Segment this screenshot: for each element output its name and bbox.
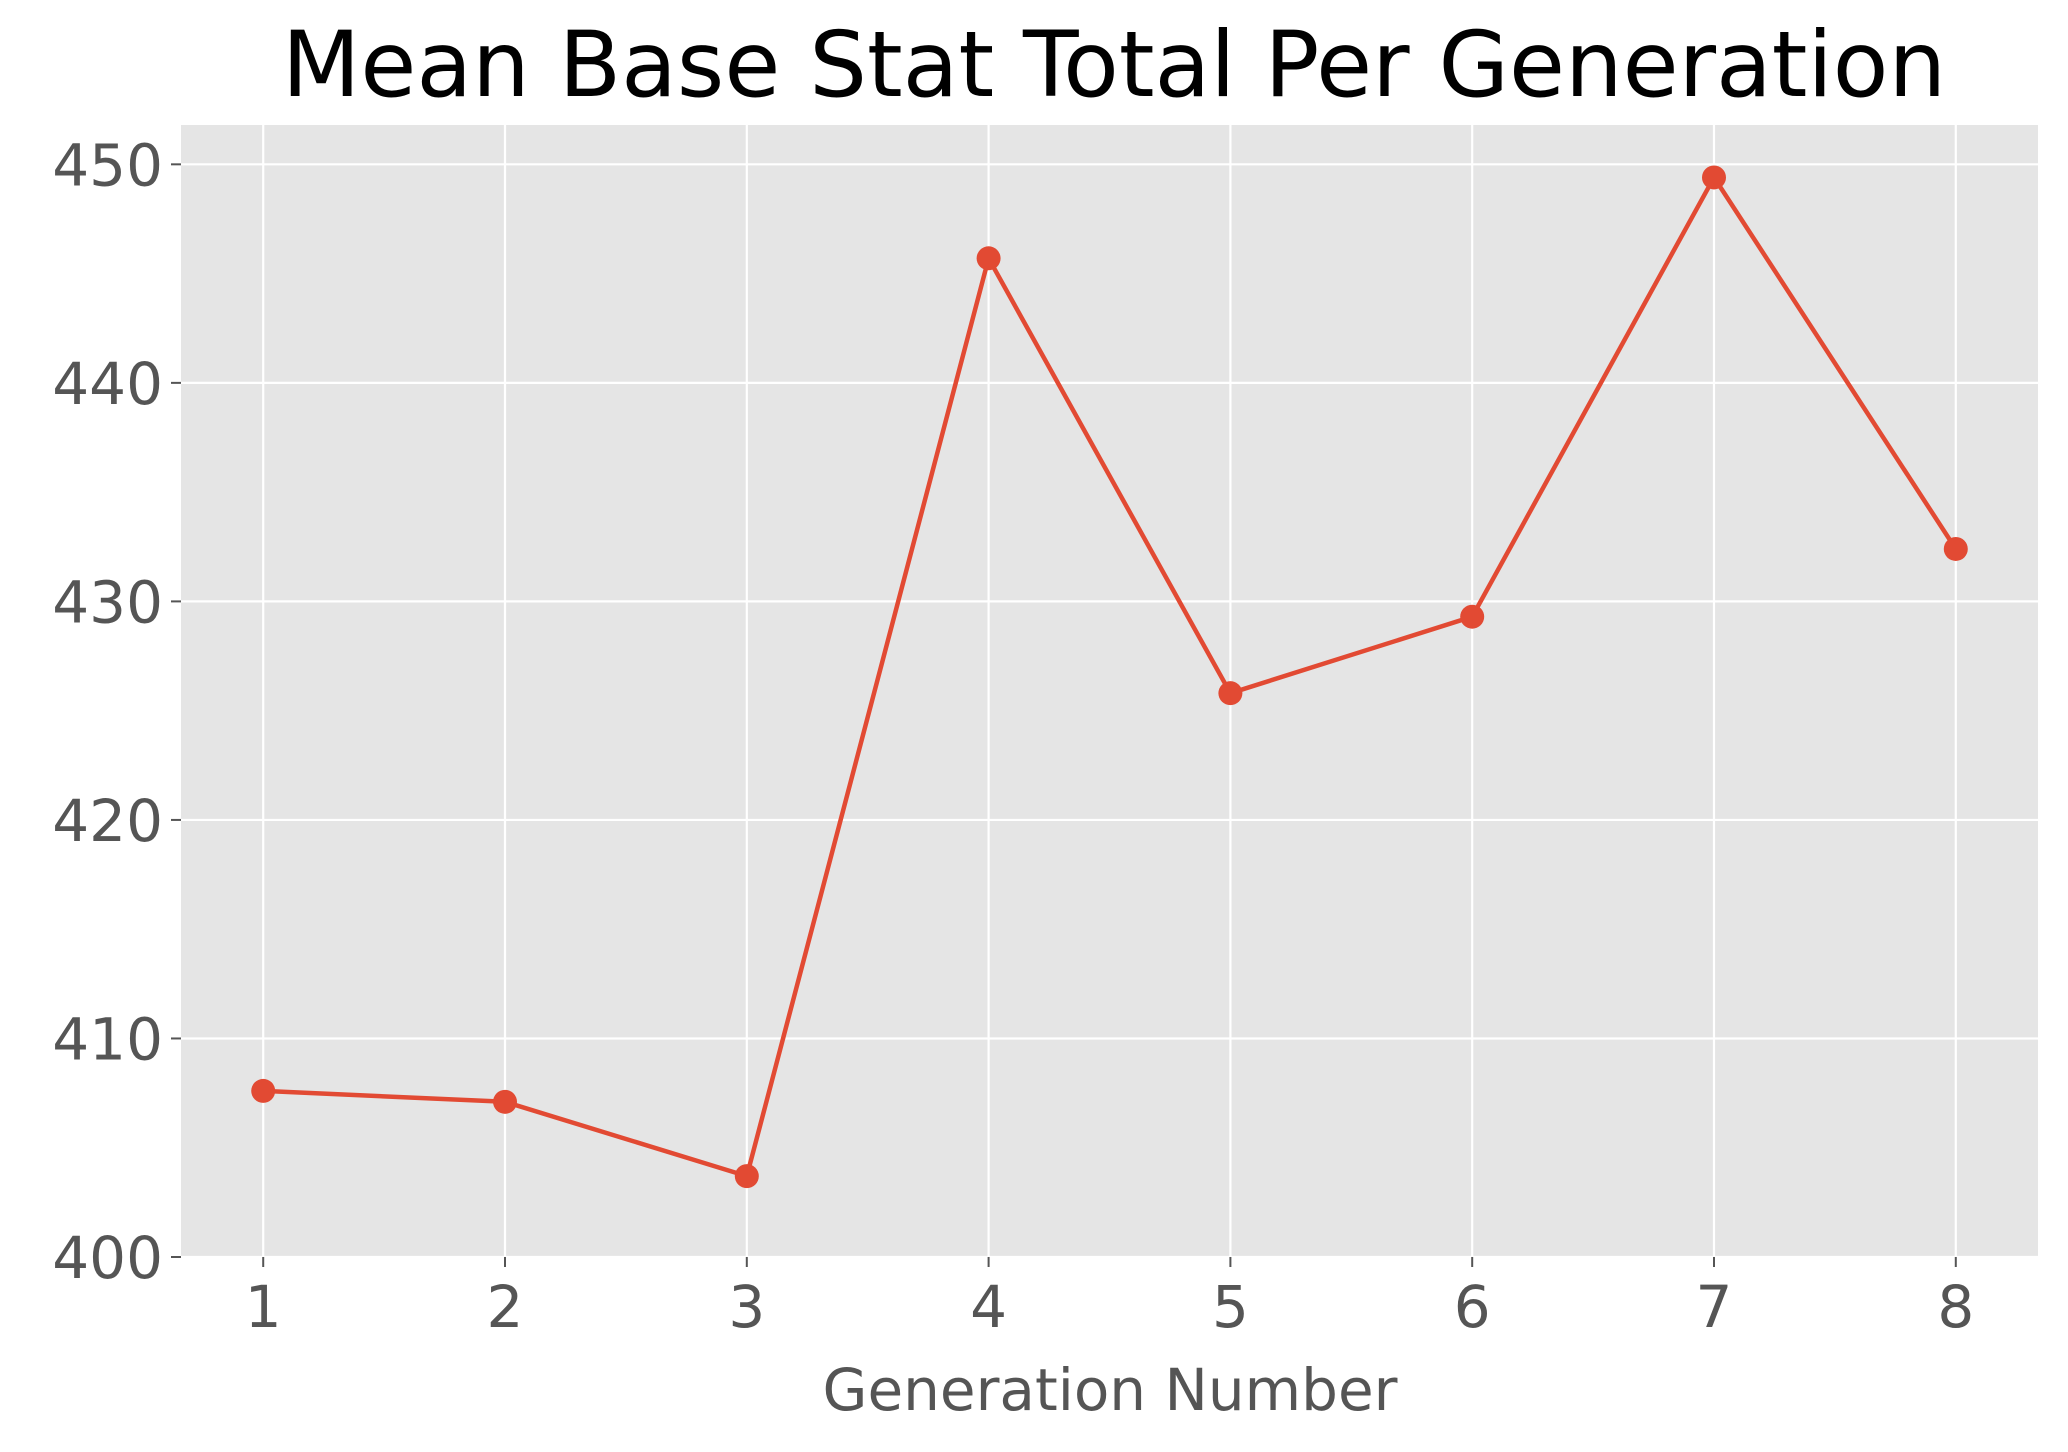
data-point xyxy=(493,1089,518,1114)
y-tick-label: 450 xyxy=(52,131,163,199)
data-point xyxy=(976,246,1001,271)
y-tick-label: 400 xyxy=(52,1224,163,1292)
y-tick-label: 410 xyxy=(52,1005,163,1073)
x-tick-label: 2 xyxy=(487,1273,524,1341)
data-point xyxy=(1943,536,1968,561)
data-point xyxy=(251,1078,276,1103)
series-line xyxy=(260,175,1959,1179)
data-series xyxy=(251,165,1968,1189)
x-tick-label: 8 xyxy=(1937,1273,1974,1341)
data-point xyxy=(1460,604,1485,629)
x-tick-label: 1 xyxy=(245,1273,282,1341)
y-tick-label: 440 xyxy=(52,350,163,418)
chart-title: Mean Base Stat Total Per Generation xyxy=(282,13,1946,118)
data-point xyxy=(734,1164,759,1189)
data-point xyxy=(1701,165,1726,190)
x-tick-label: 5 xyxy=(1212,1273,1249,1341)
x-tick-label: 4 xyxy=(970,1273,1007,1341)
x-tick-label: 3 xyxy=(728,1273,765,1341)
data-point xyxy=(1218,681,1243,706)
grid-lines xyxy=(181,125,2038,1259)
plot-area xyxy=(181,125,2038,1257)
y-tick-label: 430 xyxy=(52,568,163,636)
x-tick-label: 6 xyxy=(1454,1273,1491,1341)
x-axis-label: Generation Number xyxy=(823,1356,1398,1424)
axis-ticks: 1 2 3 4 5 6 7 8 400 410 420 430 440 450 xyxy=(52,131,1974,1341)
y-tick-label: 420 xyxy=(52,787,163,855)
x-tick-label: 7 xyxy=(1696,1273,1733,1341)
